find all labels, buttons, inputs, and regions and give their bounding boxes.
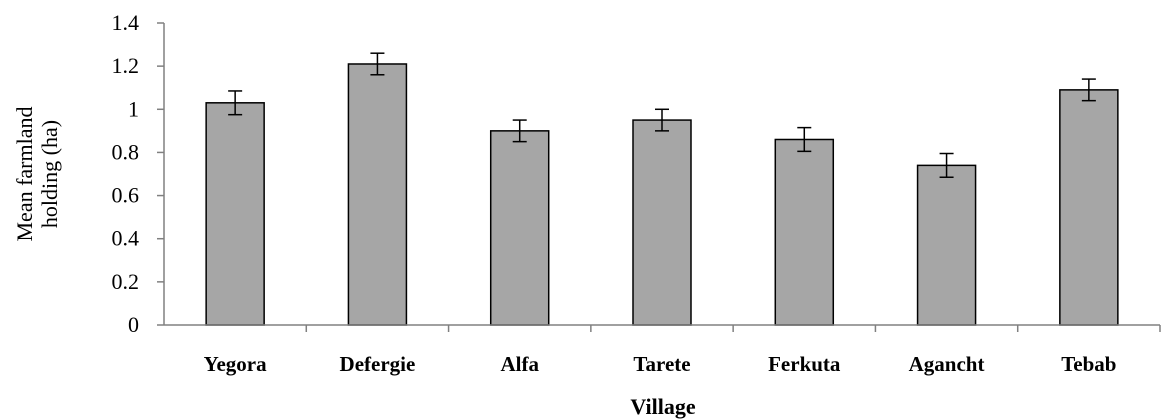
bar-series bbox=[205, 63, 1119, 326]
y-tick-label: 0.2 bbox=[112, 269, 140, 294]
y-axis-ticks: 0 0.2 0.4 0.6 0.8 1 1.2 1.4 bbox=[112, 10, 164, 337]
y-axis-title: Mean farmland holding (ha) bbox=[12, 107, 62, 242]
error-bar bbox=[1081, 78, 1096, 102]
error-bar bbox=[655, 108, 669, 132]
x-axis-title: Village bbox=[630, 394, 695, 419]
y-tick-label: 0.4 bbox=[112, 226, 140, 251]
y-axis-title-line-1: Mean farmland bbox=[12, 107, 37, 242]
error-bar bbox=[512, 119, 527, 143]
y-tick-label: 0.6 bbox=[112, 183, 140, 208]
bar bbox=[916, 164, 977, 326]
x-tick-label: Agancht bbox=[909, 352, 985, 376]
bar bbox=[632, 119, 692, 326]
x-tick-label: Ferkuta bbox=[768, 352, 841, 376]
error-bar bbox=[939, 152, 954, 178]
y-tick-label: 1.2 bbox=[112, 53, 140, 78]
y-tick-label: 0.8 bbox=[112, 139, 140, 164]
error-bar bbox=[228, 90, 243, 116]
y-tick-label: 1.4 bbox=[112, 10, 140, 35]
bar bbox=[774, 138, 835, 326]
bar bbox=[205, 102, 265, 326]
x-tick-label: Tarete bbox=[633, 352, 690, 376]
bar bbox=[489, 130, 550, 326]
bar bbox=[1059, 89, 1119, 326]
x-axis-ticks: Yegora Defergie Alfa Tarete Ferkuta Agancht Te… bbox=[204, 325, 1161, 376]
error-bars bbox=[228, 52, 1096, 178]
error-bar bbox=[797, 126, 812, 153]
y-tick-label: 1 bbox=[128, 96, 139, 121]
x-tick-label: Yegora bbox=[204, 352, 267, 376]
y-axis-title-line-2: holding (ha) bbox=[37, 120, 62, 228]
bar bbox=[347, 63, 408, 326]
y-tick-label: 0 bbox=[128, 312, 139, 337]
x-tick-label: Alfa bbox=[500, 352, 539, 376]
error-bar bbox=[370, 52, 385, 76]
x-tick-label: Tebab bbox=[1061, 352, 1116, 376]
x-tick-label: Defergie bbox=[340, 352, 416, 376]
